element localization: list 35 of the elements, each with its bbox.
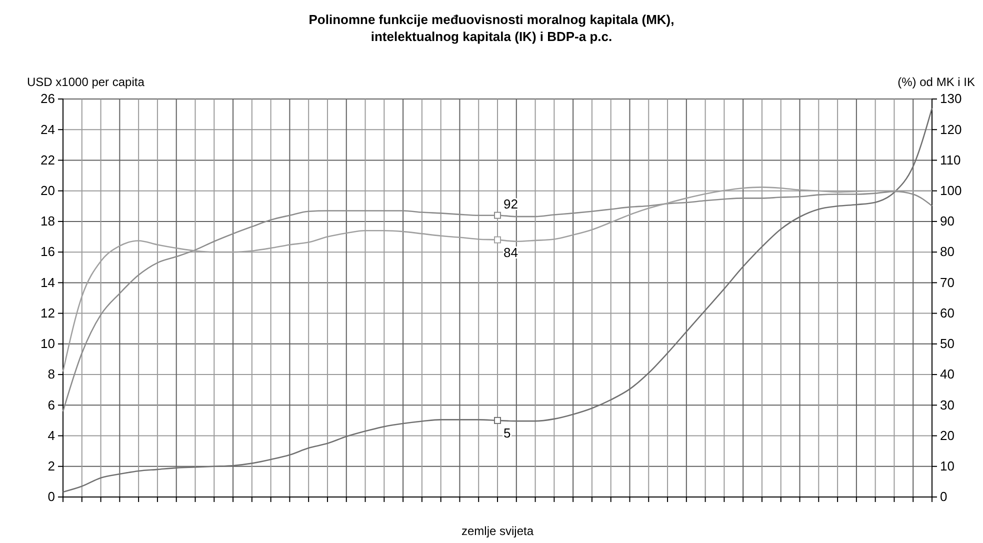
y2-tick-label: 100 xyxy=(940,183,962,198)
y2-axis-title: (%) od MK i IK xyxy=(898,75,975,89)
y2-tick-label: 0 xyxy=(940,489,948,504)
data-label: 5 xyxy=(504,425,511,440)
y2-tick-label: 130 xyxy=(940,91,962,106)
y2-tick-label: 60 xyxy=(940,305,954,320)
y2-tick-label: 90 xyxy=(940,214,954,229)
y-tick-label: 2 xyxy=(48,458,55,474)
x-axis-title: zemlje svijeta xyxy=(461,524,534,538)
y-tick-label: 16 xyxy=(40,244,55,260)
y2-tick-label: 30 xyxy=(940,397,954,412)
y-tick-label: 6 xyxy=(48,397,55,412)
line-series xyxy=(62,108,933,493)
y-axis-title: USD x1000 per capita xyxy=(27,75,145,89)
y-tick-label: 12 xyxy=(40,305,55,320)
y2-tick-label: 10 xyxy=(940,458,954,474)
y2-tick-label: 110 xyxy=(940,152,961,168)
y-tick-label: 20 xyxy=(40,183,55,198)
y-tick-label: 0 xyxy=(48,489,55,504)
y-tick-label: 10 xyxy=(40,336,55,352)
line-series xyxy=(62,190,933,412)
y2-tick-label: 70 xyxy=(940,274,954,290)
chart-title: Polinomne funkcije međuovisnosti moralnog kapitala (MK), intelektualnog kapitala (IK) i BDP-a p.c. xyxy=(308,12,674,44)
y-tick-label: 14 xyxy=(40,274,55,290)
y-tick-label: 22 xyxy=(40,152,55,168)
y2-tick-label: 80 xyxy=(940,244,954,260)
y2-tick-label: 20 xyxy=(940,428,954,443)
y-tick-label: 4 xyxy=(48,428,55,443)
y-tick-label: 18 xyxy=(40,214,55,229)
y-tick-label: 8 xyxy=(48,366,55,382)
y2-tick-label: 120 xyxy=(940,122,962,137)
y-tick-label: 26 xyxy=(40,91,55,106)
y-tick-label: 24 xyxy=(40,122,55,137)
y2-tick-label: 40 xyxy=(940,366,954,382)
y2-tick-label: 50 xyxy=(940,336,954,352)
